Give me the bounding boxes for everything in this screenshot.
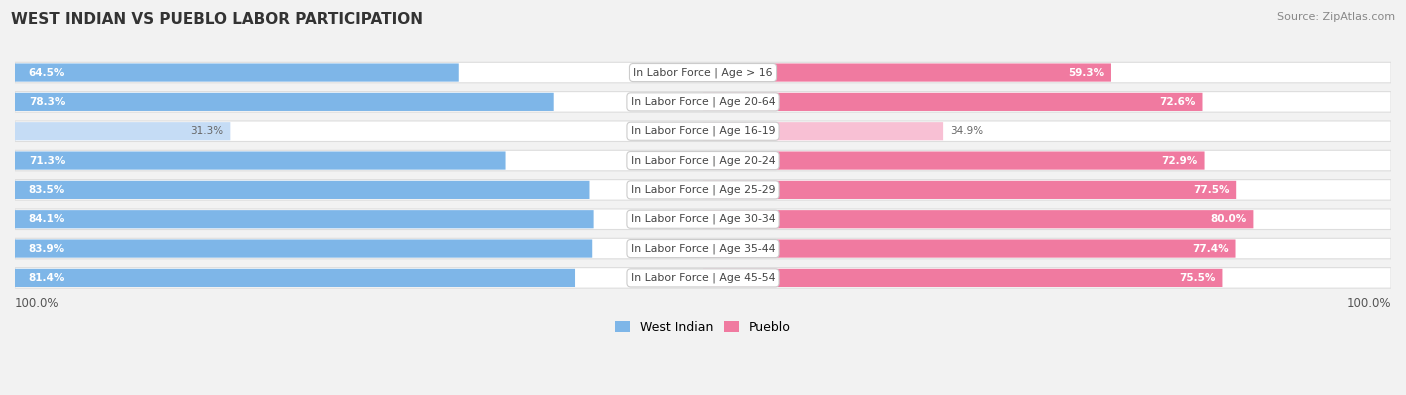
FancyBboxPatch shape [15,93,554,111]
FancyBboxPatch shape [15,209,1391,229]
Text: 34.9%: 34.9% [950,126,983,136]
FancyBboxPatch shape [15,269,575,287]
FancyBboxPatch shape [15,238,1391,259]
Text: In Labor Force | Age > 16: In Labor Force | Age > 16 [633,67,773,78]
Text: In Labor Force | Age 45-54: In Labor Force | Age 45-54 [631,273,775,283]
Text: In Labor Force | Age 35-44: In Labor Force | Age 35-44 [631,243,775,254]
Text: In Labor Force | Age 20-24: In Labor Force | Age 20-24 [631,155,775,166]
Text: 78.3%: 78.3% [28,97,65,107]
Text: 81.4%: 81.4% [28,273,65,283]
FancyBboxPatch shape [15,180,1391,200]
Text: 71.3%: 71.3% [28,156,65,166]
Text: In Labor Force | Age 20-64: In Labor Force | Age 20-64 [631,97,775,107]
Text: In Labor Force | Age 16-19: In Labor Force | Age 16-19 [631,126,775,137]
Text: 84.1%: 84.1% [28,214,65,224]
Text: 80.0%: 80.0% [1211,214,1247,224]
FancyBboxPatch shape [15,151,506,170]
Text: Source: ZipAtlas.com: Source: ZipAtlas.com [1277,12,1395,22]
Text: 100.0%: 100.0% [15,297,59,310]
Text: 77.5%: 77.5% [1192,185,1229,195]
FancyBboxPatch shape [15,62,1391,83]
FancyBboxPatch shape [15,150,1391,171]
Text: 100.0%: 100.0% [1347,297,1391,310]
Legend: West Indian, Pueblo: West Indian, Pueblo [610,316,796,339]
Text: WEST INDIAN VS PUEBLO LABOR PARTICIPATION: WEST INDIAN VS PUEBLO LABOR PARTICIPATIO… [11,12,423,27]
FancyBboxPatch shape [703,93,1202,111]
FancyBboxPatch shape [703,181,1236,199]
Text: 83.9%: 83.9% [28,244,65,254]
Text: 72.6%: 72.6% [1159,97,1195,107]
Text: 83.5%: 83.5% [28,185,65,195]
Text: 75.5%: 75.5% [1180,273,1216,283]
FancyBboxPatch shape [15,181,589,199]
Text: 31.3%: 31.3% [190,126,224,136]
Text: 59.3%: 59.3% [1069,68,1104,77]
FancyBboxPatch shape [703,239,1236,258]
Text: In Labor Force | Age 25-29: In Labor Force | Age 25-29 [631,184,775,195]
FancyBboxPatch shape [15,122,231,140]
FancyBboxPatch shape [15,210,593,228]
Text: 72.9%: 72.9% [1161,156,1198,166]
FancyBboxPatch shape [15,268,1391,288]
FancyBboxPatch shape [15,121,1391,141]
FancyBboxPatch shape [15,64,458,82]
FancyBboxPatch shape [703,64,1111,82]
FancyBboxPatch shape [703,269,1222,287]
FancyBboxPatch shape [703,210,1253,228]
FancyBboxPatch shape [15,239,592,258]
FancyBboxPatch shape [703,122,943,140]
Text: 64.5%: 64.5% [28,68,65,77]
Text: 77.4%: 77.4% [1192,244,1229,254]
Text: In Labor Force | Age 30-34: In Labor Force | Age 30-34 [631,214,775,224]
FancyBboxPatch shape [703,151,1205,170]
FancyBboxPatch shape [15,92,1391,112]
